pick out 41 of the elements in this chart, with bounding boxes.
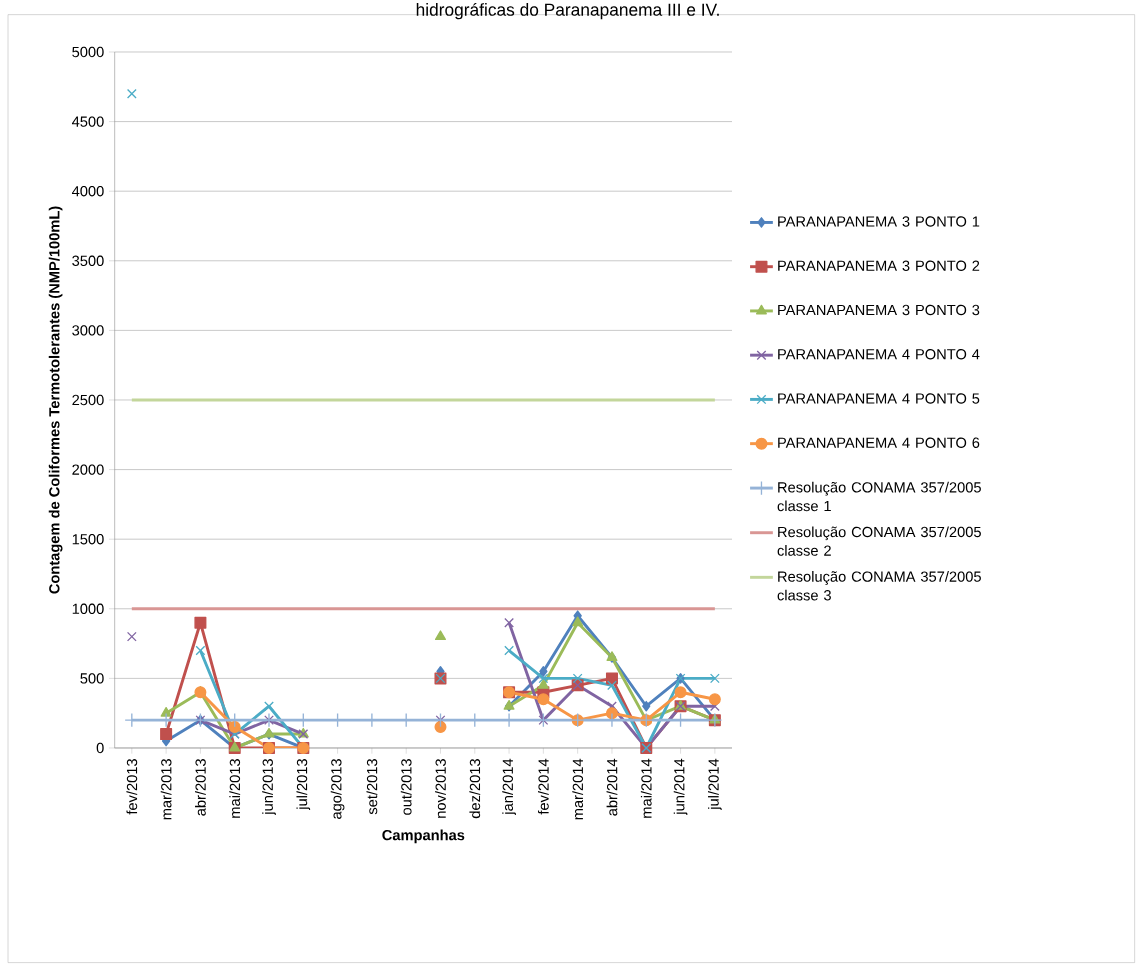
legend-label: Resolução CONAMA 357/2005 classe 2 <box>777 526 981 556</box>
y-tick-label: 2000 <box>72 464 104 475</box>
y-tick-label: 3500 <box>72 255 104 266</box>
x-tick-label: abr/2013 <box>195 758 206 816</box>
x-tick-label: nov/2013 <box>435 758 446 818</box>
legend-label: PARANAPANEMA 3 PONTO 2 <box>778 260 980 271</box>
legend-label: PARANAPANEMA 4 PONTO 5 <box>778 393 980 404</box>
y-tick-label: 0 <box>96 742 104 754</box>
x-tick-label: out/2013 <box>400 758 412 815</box>
x-tick-label: jun/2013 <box>262 758 276 815</box>
legend-label: PARANAPANEMA 4 PONTO 6 <box>778 437 980 448</box>
x-tick-label: jul/2014 <box>708 758 722 810</box>
x-tick-label: jul/2013 <box>296 758 311 810</box>
x-tick-label: jun/2014 <box>673 758 688 815</box>
legend-label: Resolução CONAMA 357/2005 classe 1 <box>777 481 981 512</box>
x-tick-label: dez/2013 <box>469 758 481 818</box>
y-tick-label: 2500 <box>72 394 104 406</box>
y-tick-label: 1500 <box>72 533 104 545</box>
x-tick-label: abr/2014 <box>606 758 618 816</box>
y-tick-label: 4500 <box>71 116 104 127</box>
x-tick-label: jan/2014 <box>502 758 516 815</box>
y-tick-label: 4000 <box>71 185 104 197</box>
chart-title: hidrográficas do Paranapanema III e IV. <box>416 2 719 20</box>
x-tick-label: mai/2014 <box>640 758 652 818</box>
x-tick-label: set/2013 <box>366 758 378 815</box>
x-tick-label: fev/2013 <box>126 758 138 815</box>
y-tick-label: 3000 <box>72 325 104 336</box>
y-tick-label: 500 <box>80 673 104 684</box>
y-tick-label: 1000 <box>72 603 104 614</box>
x-tick-label: mai/2013 <box>229 758 241 818</box>
x-tick-label: mar/2014 <box>572 758 584 820</box>
x-tick-label: ago/2013 <box>330 758 345 819</box>
y-axis-title: Contagem de Coliformes Termotolerantes (NMP/100mL) <box>48 206 63 594</box>
legend-label: PARANAPANEMA 3 PONTO 3 <box>778 304 980 316</box>
x-tick-label: fev/2014 <box>537 758 549 815</box>
x-tick-label: mar/2013 <box>160 758 172 820</box>
legend-label: Resolução CONAMA 357/2005 classe 3 <box>777 570 981 601</box>
y-tick-label: 5000 <box>72 46 104 58</box>
legend-label: PARANAPANEMA 3 PONTO 1 <box>778 216 980 227</box>
legend-label: PARANAPANEMA 4 PONTO 4 <box>778 348 980 360</box>
x-axis-title: Campanhas <box>382 829 465 843</box>
